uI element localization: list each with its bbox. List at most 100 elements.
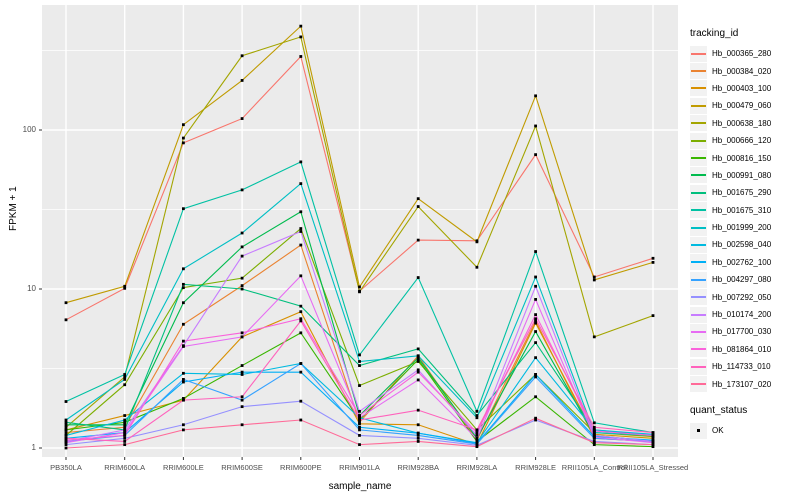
- legend-item: Hb_114733_010: [690, 358, 798, 375]
- legend-key-swatch: [690, 167, 707, 184]
- data-point: [64, 400, 68, 403]
- data-point: [299, 243, 303, 247]
- data-point: [534, 330, 537, 333]
- data-point: [240, 331, 244, 335]
- legend-key-swatch: [690, 80, 707, 97]
- data-point: [182, 267, 185, 271]
- data-point: [651, 434, 655, 437]
- data-point: [358, 416, 361, 420]
- legend-key-swatch: [690, 150, 707, 167]
- legend-item: Hb_001675_290: [690, 184, 798, 201]
- legend-item-label: Hb_001675_310: [712, 205, 772, 215]
- legend-item-label: Hb_007292_050: [712, 292, 772, 302]
- data-point: [64, 423, 68, 427]
- legend-item-label: Hb_004297_080: [712, 275, 772, 285]
- data-point: [123, 373, 127, 376]
- legend-item-label: Hb_017700_030: [712, 327, 772, 337]
- data-point: [475, 240, 479, 244]
- legend-shape-items: OK: [690, 422, 798, 439]
- data-point: [123, 434, 127, 437]
- data-point: [416, 197, 420, 201]
- data-point: [182, 378, 185, 381]
- data-point: [651, 431, 655, 434]
- legend-key-swatch: [690, 271, 707, 288]
- data-point: [475, 265, 479, 269]
- legend-color-items: Hb_000365_280 Hb_000384_020 Hb_000403_100 H…: [690, 45, 798, 393]
- data-point: [416, 408, 420, 412]
- data-point: [299, 362, 303, 365]
- legend-item-label: Hb_000991_080: [712, 170, 772, 180]
- legend-key-swatch: [690, 306, 707, 323]
- data-point: [182, 286, 185, 290]
- data-point: [123, 418, 127, 422]
- data-point: [123, 414, 127, 417]
- legend-item-label: Hb_000816_150: [712, 153, 772, 163]
- data-point: [534, 416, 537, 420]
- data-point: [592, 443, 596, 447]
- data-point: [358, 443, 361, 447]
- data-point: [64, 438, 68, 442]
- data-point: [534, 373, 537, 376]
- legend-key-swatch: [690, 115, 707, 132]
- legend-key-swatch: [690, 376, 707, 393]
- data-point: [64, 431, 68, 434]
- legend-key-swatch: [690, 236, 707, 253]
- legend-key-swatch: [690, 341, 707, 358]
- legend-item-label: Hb_002598_040: [712, 240, 772, 250]
- y-tick-label: 1: [31, 443, 36, 452]
- legend-color-line: [691, 52, 706, 55]
- data-point: [651, 314, 655, 318]
- data-point: [123, 375, 127, 379]
- data-point: [651, 441, 655, 445]
- data-point: [64, 318, 68, 322]
- data-point: [534, 321, 537, 325]
- data-point: [299, 370, 303, 374]
- data-point: [182, 339, 185, 343]
- data-point: [592, 335, 596, 339]
- legend-item-label: Hb_010174_200: [712, 310, 772, 320]
- data-point: [240, 423, 244, 427]
- data-point: [299, 304, 303, 308]
- data-point: [534, 153, 537, 157]
- data-point: [240, 287, 244, 291]
- data-point: [358, 425, 361, 429]
- data-point: [123, 383, 127, 387]
- data-point: [299, 274, 303, 278]
- legend-color-line: [691, 243, 706, 246]
- data-point: [416, 434, 420, 437]
- data-point: [534, 284, 537, 288]
- legend-item-label: Hb_000666_120: [712, 136, 772, 146]
- legend-item-label: Hb_000365_280: [712, 49, 772, 59]
- data-point: [123, 425, 127, 429]
- data-point: [299, 317, 303, 321]
- data-point: [123, 284, 127, 288]
- legend-item-label: Hb_173107_020: [712, 379, 772, 389]
- data-point: [534, 395, 537, 399]
- legend-key-swatch: [690, 132, 707, 149]
- legend-color-line: [691, 278, 706, 281]
- x-tick-label: RRIM600SE: [221, 463, 263, 472]
- data-point: [651, 260, 655, 264]
- legend-item: Hb_010174_200: [690, 306, 798, 323]
- data-point: [358, 360, 361, 363]
- data-point: [534, 375, 537, 379]
- legend-item: OK: [690, 422, 798, 439]
- data-point: [182, 345, 185, 348]
- legend-color-line: [691, 157, 706, 160]
- data-point: [534, 317, 537, 321]
- data-point: [358, 420, 361, 424]
- data-point: [416, 423, 420, 427]
- data-point: [182, 282, 185, 286]
- data-point: [240, 254, 244, 258]
- data-point: [475, 409, 479, 413]
- data-point: [123, 286, 127, 290]
- data-point: [299, 331, 303, 335]
- data-point: [240, 335, 244, 339]
- data-point: [416, 347, 420, 351]
- data-point: [475, 445, 479, 449]
- data-point: [592, 434, 596, 437]
- data-point: [123, 428, 127, 432]
- data-point: [299, 24, 303, 28]
- y-axis-title: FPKM + 1: [8, 186, 19, 231]
